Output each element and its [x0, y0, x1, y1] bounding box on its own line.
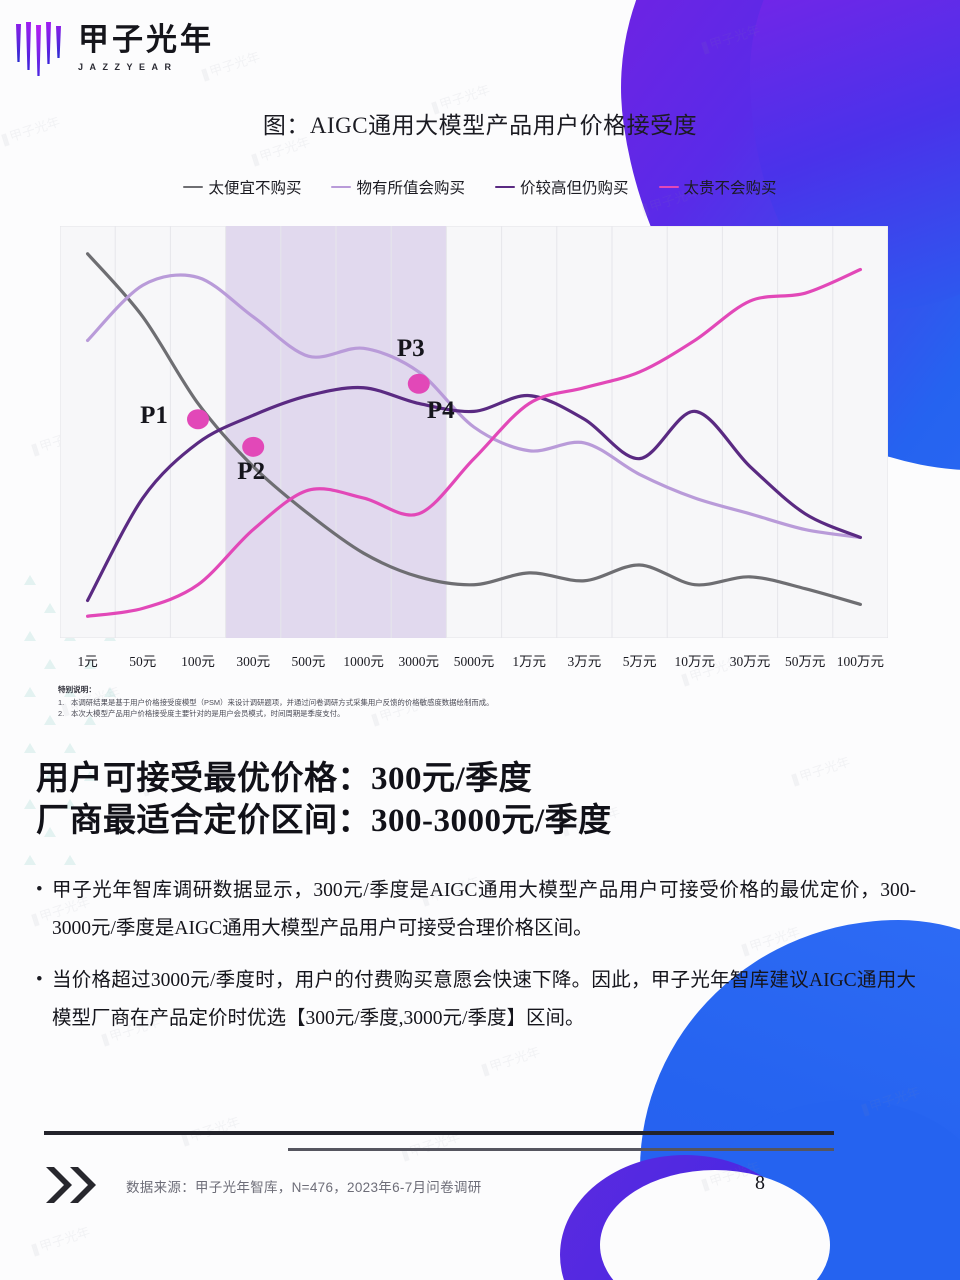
decorative-blob-bottom-right-inner [700, 1100, 960, 1280]
x-axis-tick-label: 50万元 [784, 654, 826, 669]
x-axis-tick-label: 5万元 [622, 654, 657, 669]
legend-item-1[interactable]: 物有所值会购买 [331, 176, 465, 198]
brand-logo: 甲子光年 JAZZYEAR [14, 18, 214, 80]
bullet-item: • 当价格超过3000元/季度时，用户的付费购买意愿会快速下降。因此，甲子光年智… [36, 962, 916, 1038]
x-axis-tick-label: 500元 [291, 654, 326, 669]
decorative-blob-bottom-white [600, 1170, 830, 1280]
x-axis-tick-label: 1元 [77, 654, 98, 669]
footnote-item: 2. 本次大模型产品用户价格接受度主要针对的是用户会员模式，时间周期是季度支付。 [58, 708, 678, 719]
chart-plot-area[interactable]: P1 P2 P3 P4 [60, 226, 888, 638]
watermark: ||| 甲子光年 [699, 21, 762, 55]
footnote-item: 1. 本调研结果是基于用户价格接受度模型（PSM）来设计调研题项，并通过问卷调研… [58, 697, 678, 708]
x-axis-tick-label: 1万元 [512, 654, 547, 669]
legend-swatch-icon [183, 185, 204, 189]
x-axis-tick-label: 10万元 [674, 654, 716, 669]
watermark: ||| 甲子光年 [859, 1083, 922, 1117]
chart-gridlines [114, 226, 834, 638]
brand-name-en: JAZZYEAR [78, 62, 178, 72]
intersection-label: P3 [397, 335, 425, 362]
x-axis-tick-label: 5000元 [453, 654, 495, 669]
chart-title: 图：AIGC通用大模型产品用户价格接受度 [262, 113, 698, 138]
page-number: 8 [755, 1172, 765, 1194]
footnote-number: 2. [58, 709, 65, 719]
footnote-title: 特别说明： [58, 685, 96, 694]
x-axis-tick-label: 3000元 [398, 654, 440, 669]
bullet-marker-icon: • [36, 879, 43, 900]
footnote-text: 本次大模型产品用户价格接受度主要针对的是用户会员模式，时间周期是季度支付。 [71, 709, 345, 719]
bullet-marker-icon: • [36, 969, 43, 991]
footer-rule-top [44, 1131, 834, 1135]
bullet-text: 当价格超过3000元/季度时，用户的付费购买意愿会快速下降。因此，甲子光年智库建… [52, 970, 916, 1030]
watermark: ||| 甲子光年 [29, 1223, 92, 1257]
legend-swatch-icon [331, 185, 352, 189]
series-line [86, 267, 862, 618]
x-axis-tick-label: 100元 [181, 654, 215, 669]
x-axis-tick-label: 1000元 [343, 654, 384, 669]
bullet-item: • 甲子光年智库调研数据显示，300元/季度是AIGC通用大模型产品用户可接受价… [36, 872, 916, 948]
legend-label: 价较高但仍购买 [520, 180, 629, 197]
intersection-marker[interactable] [242, 436, 265, 457]
x-axis-tick-label: 30万元 [729, 654, 771, 669]
chart-series [86, 252, 862, 618]
headline-block: 用户可接受最优价格：300元/季度 厂商最适合定价区间：300-3000元/季度 [36, 758, 916, 842]
headline-line-2: 厂商最适合定价区间：300-3000元/季度 [36, 803, 612, 840]
plot-background [60, 226, 888, 638]
intersection-label: P2 [237, 458, 265, 485]
bullet-text: 甲子光年智库调研数据显示，300元/季度是AIGC通用大模型产品用户可接受价格的… [52, 880, 916, 940]
watermark: ||| 甲子光年 [179, 1113, 242, 1147]
intersection-label: P4 [427, 397, 455, 424]
data-source-text: 数据来源：甲子光年智库，N=476，2023年6-7月问卷调研 [126, 1180, 482, 1195]
x-axis-tick-label: 3万元 [567, 654, 602, 669]
legend-label: 太便宜不购买 [208, 180, 302, 197]
jazzyear-bars-logo-icon [16, 22, 61, 76]
footer-rule-mid [288, 1148, 834, 1151]
headline-line-1: 用户可接受最优价格：300元/季度 [36, 761, 533, 797]
chart-intersection-points [187, 373, 430, 457]
x-axis-tick-label: 300元 [236, 654, 271, 669]
price-acceptance-line-chart: P1 P2 P3 P4 [60, 226, 888, 638]
intersection-marker[interactable] [187, 409, 209, 430]
chart-footnote: 特别说明： 1. 本调研结果是基于用户价格接受度模型（PSM）来设计调研题项，并… [58, 684, 678, 720]
legend-label: 物有所值会购买 [356, 180, 465, 197]
series-line [86, 252, 862, 607]
x-axis-tick-label: 100万元 [836, 654, 885, 669]
double-chevron-right-icon [46, 1167, 96, 1203]
series-line [86, 273, 862, 540]
chart-x-axis: 1元 50元 100元 300元 500元 1000元 3000元 5000元 1万元 3万元 5万… [60, 650, 888, 672]
intersection-marker[interactable] [407, 373, 430, 394]
chart-intersection-labels: P1 P2 P3 P4 [140, 335, 455, 485]
legend-item-2[interactable]: 价较高但仍购买 [495, 176, 629, 198]
footnote-text: 本调研结果是基于用户价格接受度模型（PSM）来设计调研题项，并通过问卷调研方式采… [71, 698, 494, 707]
brand-name-cn: 甲子光年 [78, 22, 214, 57]
legend-item-3[interactable]: 太贵不会购买 [658, 176, 777, 198]
x-axis-tick-label: 50元 [129, 654, 157, 669]
footnote-number: 1. [58, 698, 65, 707]
series-line [86, 385, 862, 603]
legend-swatch-icon [658, 185, 679, 189]
intersection-label: P1 [140, 402, 168, 429]
legend-item-0[interactable]: 太便宜不购买 [183, 176, 301, 198]
insight-bullets: • 甲子光年智库调研数据显示，300元/季度是AIGC通用大模型产品用户可接受价… [36, 872, 916, 1052]
legend-swatch-icon [495, 185, 515, 189]
chart-legend: 太便宜不购买 物有所值会购买 价较高但仍购买 太贵不会购买 [0, 176, 960, 198]
legend-label: 太贵不会购买 [683, 180, 777, 197]
